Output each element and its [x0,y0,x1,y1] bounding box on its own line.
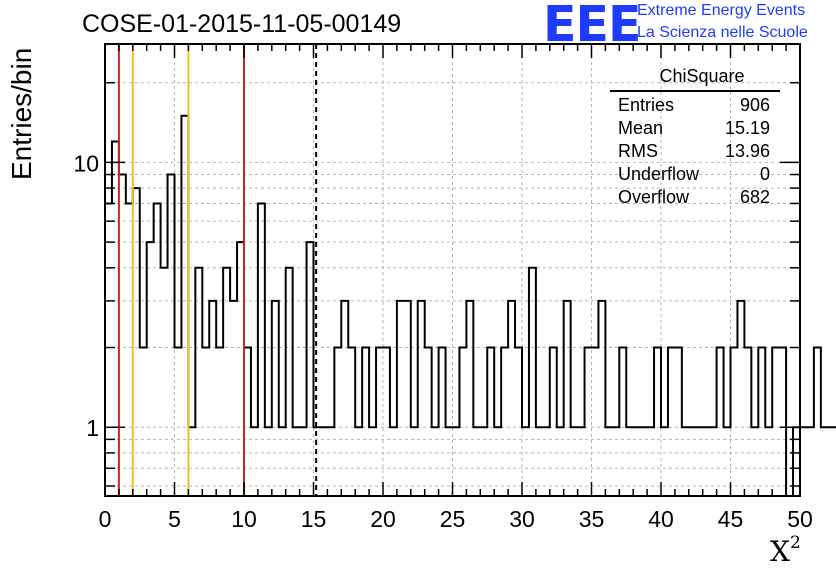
x-tick-label: 50 [787,506,813,532]
stats-label: Mean [618,118,664,138]
x-tick-label: 0 [99,506,112,532]
chart-title: COSE-01-2015-11-05-00149 [82,10,402,38]
x-tick-label: 25 [440,506,466,532]
x-tick-label: 40 [648,506,674,532]
logo-subtitle-line-1: Extreme Energy Events [637,2,806,19]
stats-value: 0 [759,164,770,184]
logo-subtitle-line-2: La Scienza nelle Scuole [637,24,808,41]
stats-value: 13.96 [724,141,770,161]
y-tick-label: 1 [86,415,99,441]
reference-lines [117,44,318,496]
stats-row-mean: Mean 15.19 [610,117,780,140]
stats-box: ChiSquare Entries 906 Mean 15.19 RMS 13.… [610,66,780,209]
x-tick-label: 10 [231,506,257,532]
x-axis-label-text: X [770,535,790,568]
histogram-series [104,114,836,497]
stats-label: Underflow [618,164,700,184]
x-tick-label: 35 [579,506,605,532]
stats-value: 682 [739,187,770,207]
x-tick-label: 20 [370,506,396,532]
histogram-step-line [104,114,836,497]
stats-row-rms: RMS 13.96 [610,140,780,163]
stats-row-entries: Entries 906 [610,94,780,117]
axis-ticks [104,44,801,496]
stats-title: ChiSquare [610,66,780,92]
y-axis-label: Entries/bin [6,47,37,180]
stats-label: Entries [618,95,675,115]
eee-logo: EEE [543,0,641,53]
y-tick-label: 10 [73,150,99,176]
x-tick-label: 30 [509,506,535,532]
stats-row-overflow: Overflow 682 [610,186,780,209]
stats-label: Overflow [618,187,690,207]
tick-labels: 0 5 10 15 20 25 30 35 40 45 50 1 10 [73,150,812,532]
x-axis-label: X2 [770,533,801,568]
x-tick-label: 15 [301,506,327,532]
stats-value: 906 [739,95,770,115]
stats-row-underflow: Underflow 0 [610,163,780,186]
x-tick-label: 5 [168,506,181,532]
x-tick-label: 45 [718,506,744,532]
stats-value: 15.19 [724,118,770,138]
x-axis-label-superscript: 2 [789,533,801,553]
stats-label: RMS [618,141,658,161]
